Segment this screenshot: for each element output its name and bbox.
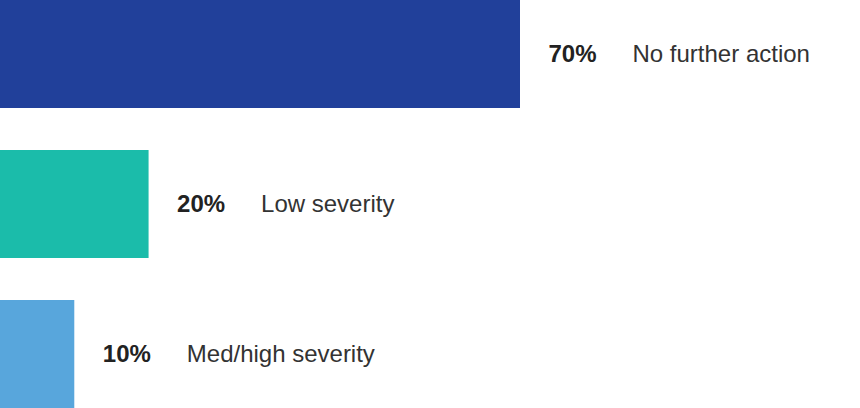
svg-text:70%: 70% <box>549 40 597 67</box>
svg-text:20%: 20% <box>177 190 225 217</box>
svg-text:Low severity: Low severity <box>261 190 394 217</box>
svg-text:10%: 10% <box>103 340 151 367</box>
svg-text:Med/high severity: Med/high severity <box>187 340 375 367</box>
svg-text:No further action: No further action <box>633 40 810 67</box>
